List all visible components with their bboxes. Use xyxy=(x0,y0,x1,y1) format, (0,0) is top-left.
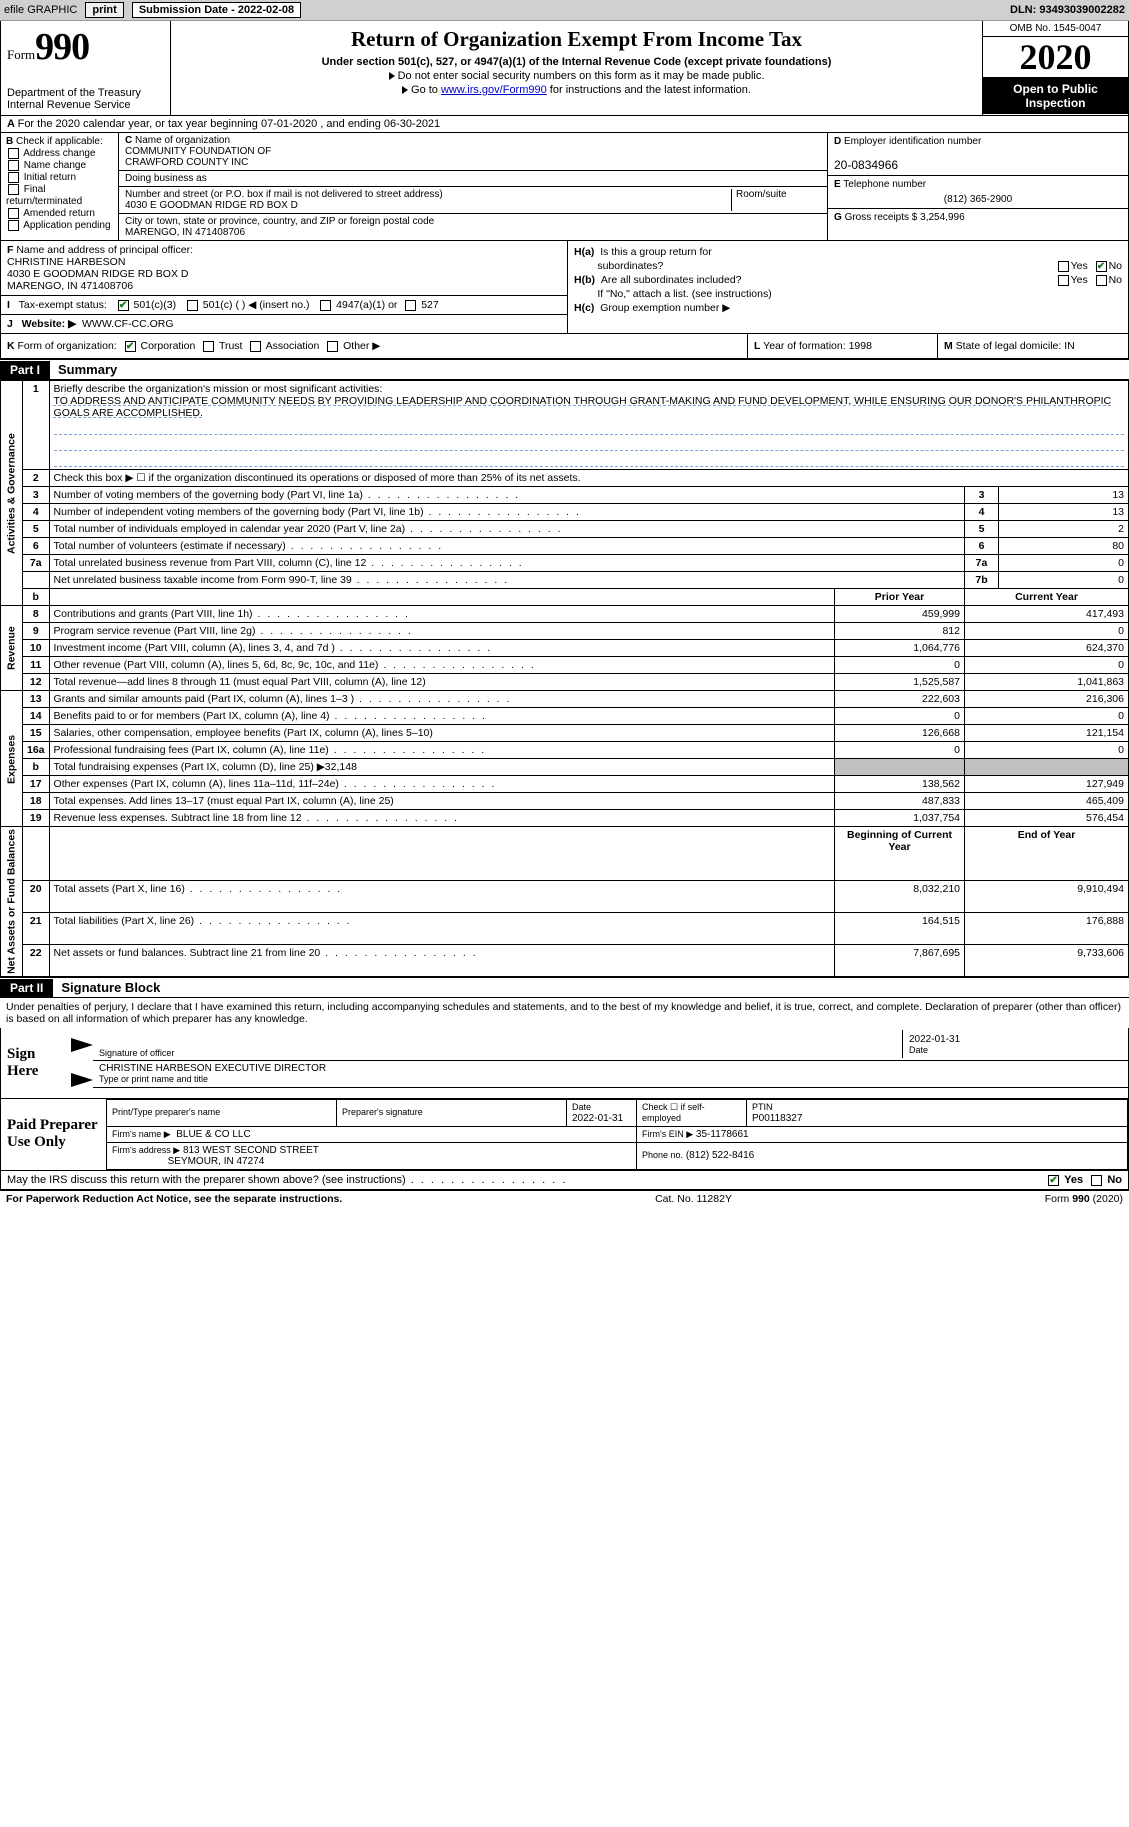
penalties-declaration: Under penalties of perjury, I declare th… xyxy=(0,998,1129,1028)
may-no[interactable] xyxy=(1091,1175,1102,1186)
cb-corp[interactable]: ✔ xyxy=(125,341,136,352)
officer-name: CHRISTINE HARBESON xyxy=(7,256,125,268)
sign-here-block: Sign Here Signature of officer 2022-01-3… xyxy=(0,1028,1129,1099)
tax-year: 2020 xyxy=(983,37,1128,78)
cb-assoc[interactable] xyxy=(250,341,261,352)
firm-name: BLUE & CO LLC xyxy=(176,1129,250,1140)
summary-table: Activities & Governance 1 Briefly descri… xyxy=(0,380,1129,977)
room-suite: Room/suite xyxy=(731,189,821,211)
part1-header: Part ISummary xyxy=(0,359,1129,380)
officer-sig-name: CHRISTINE HARBESON EXECUTIVE DIRECTOR xyxy=(99,1063,326,1074)
org-city: MARENGO, IN 471408706 xyxy=(125,227,821,238)
h-a-no[interactable]: ✔ xyxy=(1096,261,1107,272)
org-street: 4030 E GOODMAN RIDGE RD BOX D xyxy=(125,200,731,211)
submission-label: Submission Date - 2022-02-08 xyxy=(132,4,301,16)
arrow-icon xyxy=(71,1038,93,1052)
cb-4947[interactable] xyxy=(320,300,331,311)
form-of-org-row: K Form of organization: ✔ Corporation Tr… xyxy=(0,334,1129,359)
boxB-label: Check if applicable: xyxy=(16,136,103,147)
h-a-yes[interactable] xyxy=(1058,261,1069,272)
cb-application-pending[interactable]: Application pending xyxy=(6,220,113,231)
sign-here-label: Sign Here xyxy=(1,1028,71,1098)
form-header: Form990 Department of the Treasury Inter… xyxy=(0,21,1129,116)
side-revenue: Revenue xyxy=(1,606,23,691)
phone: (812) 365-2900 xyxy=(834,194,1122,205)
open-to-public: Open to Public Inspection xyxy=(983,78,1128,114)
efile-label: efile GRAPHIC xyxy=(4,4,77,16)
irs-link[interactable]: www.irs.gov/Form990 xyxy=(441,84,547,96)
cb-501c3[interactable]: ✔ xyxy=(118,300,129,311)
dba-row: Doing business as xyxy=(119,171,827,187)
cb-527[interactable] xyxy=(405,300,416,311)
paid-preparer-block: Paid Preparer Use Only Print/Type prepar… xyxy=(0,1099,1129,1171)
side-activities: Activities & Governance xyxy=(1,381,23,606)
paid-preparer-label: Paid Preparer Use Only xyxy=(1,1099,106,1170)
form-subtitle: Under section 501(c), 527, or 4947(a)(1)… xyxy=(179,56,974,68)
form-title: Return of Organization Exempt From Incom… xyxy=(179,27,974,52)
org-info-block: B Check if applicable: Address change Na… xyxy=(0,133,1129,241)
cb-trust[interactable] xyxy=(203,341,214,352)
goto-note: Go to www.irs.gov/Form990 for instructio… xyxy=(179,84,974,96)
cb-address-change[interactable]: Address change xyxy=(6,148,113,159)
arrow-icon xyxy=(71,1073,93,1087)
cb-501c[interactable] xyxy=(187,300,198,311)
officer-group-block: F Name and address of principal officer:… xyxy=(0,241,1129,334)
page-footer: For Paperwork Reduction Act Notice, see … xyxy=(0,1190,1129,1207)
cb-name-change[interactable]: Name change xyxy=(6,160,113,171)
ssn-note: Do not enter social security numbers on … xyxy=(179,70,974,82)
cb-initial-return[interactable]: Initial return xyxy=(6,172,113,183)
org-name: COMMUNITY FOUNDATION OF CRAWFORD COUNTY … xyxy=(125,146,821,168)
dln: DLN: 93493039002282 xyxy=(1010,4,1125,16)
h-b-yes[interactable] xyxy=(1058,275,1069,286)
mission-text: TO ADDRESS AND ANTICIPATE COMMUNITY NEED… xyxy=(54,395,1112,419)
cb-amended-return[interactable]: Amended return xyxy=(6,208,113,219)
may-discuss-row: May the IRS discuss this return with the… xyxy=(0,1171,1129,1190)
form-number: Form990 xyxy=(7,25,164,69)
part2-header: Part IISignature Block xyxy=(0,977,1129,998)
tax-year-range: A For the 2020 calendar year, or tax yea… xyxy=(0,116,1129,133)
side-netassets: Net Assets or Fund Balances xyxy=(1,827,23,977)
h-b-no[interactable] xyxy=(1096,275,1107,286)
cb-other[interactable] xyxy=(327,341,338,352)
may-yes[interactable]: ✔ xyxy=(1048,1175,1059,1186)
website: WWW.CF-CC.ORG xyxy=(82,318,174,330)
line2: Check this box ▶ ☐ if the organization d… xyxy=(49,470,1128,487)
gross-receipts: G Gross receipts $ 3,254,996 xyxy=(828,209,1128,226)
omb-number: OMB No. 1545-0047 xyxy=(983,21,1128,37)
cb-final-return[interactable]: Final return/terminated xyxy=(6,184,113,206)
dept-treasury: Department of the Treasury Internal Reve… xyxy=(7,87,164,111)
ein: 20-0834966 xyxy=(834,158,898,172)
top-bar: efile GRAPHIC print Submission Date - 20… xyxy=(0,0,1129,21)
print-button[interactable]: print xyxy=(85,2,123,18)
side-expenses: Expenses xyxy=(1,691,23,827)
